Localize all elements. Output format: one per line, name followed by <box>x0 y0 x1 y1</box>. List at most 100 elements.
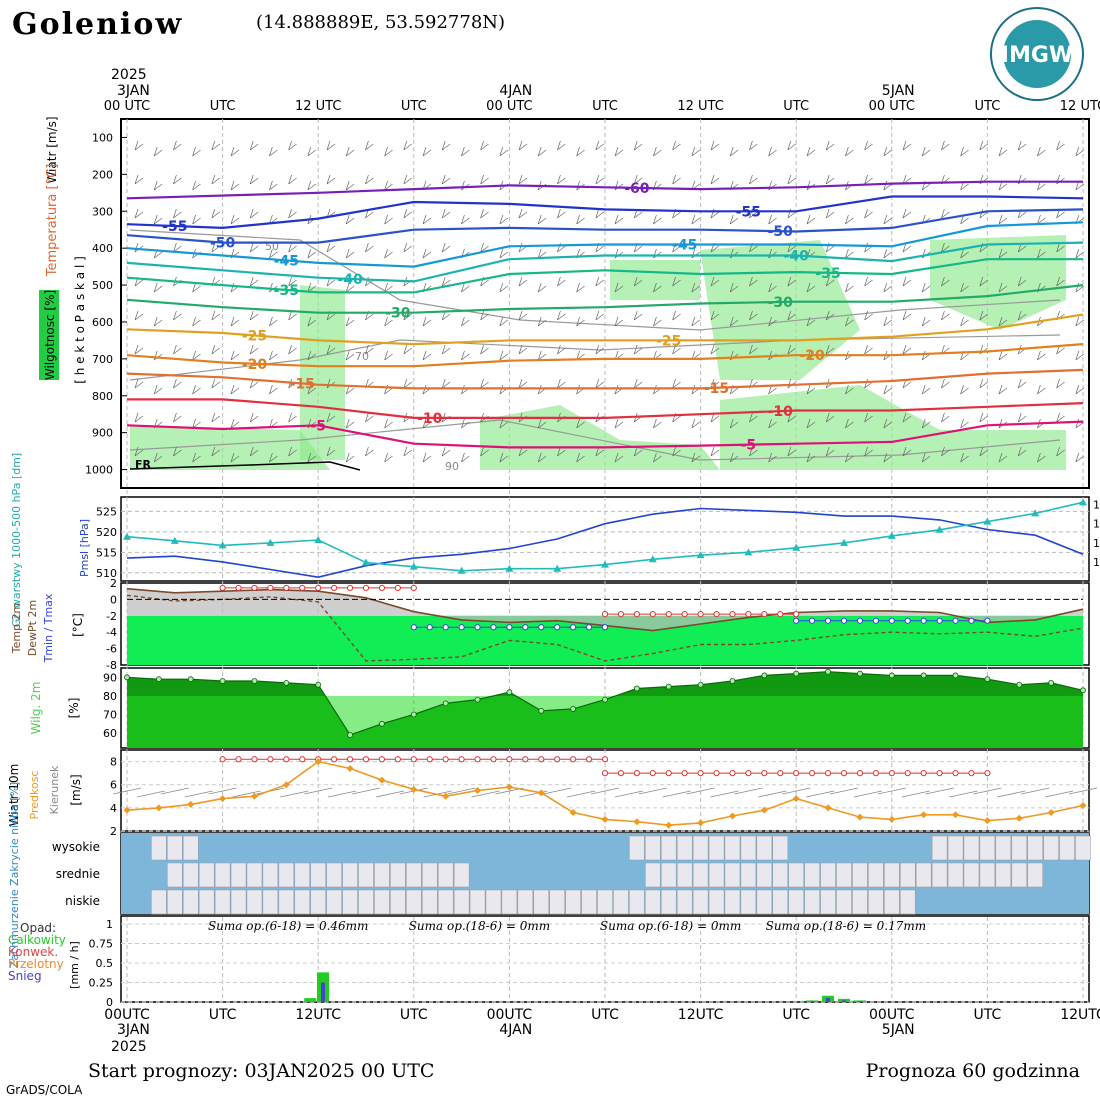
cloud-cell <box>756 835 773 861</box>
humidity-marker <box>1080 687 1086 694</box>
wind-barb <box>249 242 259 253</box>
wind-direction-barb <box>973 787 1002 795</box>
wind-barb <box>211 446 221 457</box>
time-tick-top: 12 UTC <box>1060 99 1100 114</box>
cloud-level-label: wysokie <box>52 840 100 854</box>
height-marker <box>505 564 514 572</box>
cloud-cell <box>676 835 693 861</box>
wind-barb <box>979 310 989 321</box>
wind-barb <box>192 350 201 361</box>
wind-barb <box>729 282 739 293</box>
wind-barb <box>288 208 297 219</box>
tmin2-marker <box>984 617 991 624</box>
wind-barb <box>768 282 777 293</box>
wind-barb <box>960 248 969 259</box>
wind-barb <box>806 146 816 157</box>
wind-barb <box>998 248 1008 259</box>
wind-barb <box>979 378 989 389</box>
wind-barb <box>480 208 489 219</box>
gust_high-marker <box>522 756 529 763</box>
gust_low-marker <box>984 770 991 777</box>
cloud-cell <box>1059 835 1075 861</box>
wind-barb <box>173 412 182 423</box>
wind-barb <box>134 446 144 457</box>
wind-barb <box>653 248 662 259</box>
cloud-cell <box>1027 835 1043 861</box>
wind-barb <box>326 174 336 185</box>
time-tick-top: UTC <box>210 99 236 114</box>
wind-tick: 8 <box>110 756 117 769</box>
wind-barb <box>691 316 701 327</box>
wind-barb <box>672 378 681 389</box>
fr-label: FR <box>135 458 152 471</box>
wind-barb <box>153 282 163 293</box>
gust_high-marker <box>570 756 577 763</box>
time-tick-bottom: 12UTC <box>678 1007 724 1023</box>
wind-barb <box>518 276 528 287</box>
wind-barb <box>557 344 566 355</box>
wind-barb <box>1017 412 1027 423</box>
wind-barb <box>499 214 509 225</box>
wind-barb <box>345 146 355 157</box>
wind-barb <box>864 412 873 423</box>
gust_low-marker <box>968 770 975 777</box>
wind-direction-barb <box>1045 790 1074 798</box>
wind-barb <box>326 344 336 355</box>
wind-barb <box>134 208 144 219</box>
gust_low-marker <box>665 770 672 777</box>
tmin2-marker <box>952 617 959 624</box>
height-marker <box>266 538 275 546</box>
wind-barb <box>614 452 624 463</box>
wind-barb <box>1075 384 1085 395</box>
rh-contour <box>129 229 1061 331</box>
tmin-marker <box>442 624 449 631</box>
gust_high-marker <box>378 756 386 763</box>
humidity-marker <box>570 706 577 712</box>
isotherm-label: -40 <box>784 249 810 265</box>
tmin-marker <box>506 624 513 631</box>
wind-barb <box>211 208 221 219</box>
wind-barb <box>441 276 451 287</box>
height-marker <box>362 558 370 566</box>
humidity-marker <box>697 681 704 688</box>
gust_low-marker <box>601 770 609 777</box>
wind-barb <box>864 378 873 389</box>
humidity-marker <box>410 711 417 718</box>
wind-barb <box>825 140 835 151</box>
cloud-cell <box>884 889 900 915</box>
wind-barb <box>806 452 816 463</box>
tmax2-marker <box>793 611 800 618</box>
cloud-cell <box>740 835 757 861</box>
wind-barb <box>768 452 777 463</box>
time-tick-top: 00 UTC <box>104 99 150 114</box>
wind-barb <box>1037 384 1046 395</box>
cloud-cell <box>390 889 406 915</box>
precip-sum: Suma op.(6-18) = 0mm <box>600 919 741 933</box>
humidity-area <box>480 405 720 470</box>
tmax-marker <box>267 584 274 592</box>
humidity-marker <box>124 674 130 681</box>
wind-barb <box>672 310 681 321</box>
gust_high-marker <box>362 756 370 763</box>
wind-speed-marker <box>314 758 322 766</box>
wind-barb <box>480 140 489 151</box>
pressure-tick: 500 <box>92 279 113 292</box>
wind-barb <box>192 418 201 429</box>
wind-barb <box>941 412 950 423</box>
cloud-cell <box>421 889 438 915</box>
cloud-cell <box>979 835 996 861</box>
wind-barb <box>902 446 912 457</box>
wind-barb <box>307 316 317 327</box>
cloud-cell <box>167 862 183 888</box>
isotherm-line <box>126 208 1084 244</box>
cloud-cell <box>692 862 709 888</box>
cloud-cell <box>899 889 916 915</box>
wind-barb <box>845 282 854 293</box>
wind-barb <box>326 140 336 151</box>
isotherm-label: -45 <box>672 237 697 253</box>
wind-barb <box>557 174 566 185</box>
cloud-cell <box>182 862 199 888</box>
wind-barb <box>710 140 720 151</box>
tmin2-marker <box>872 617 879 624</box>
pressure-tick: 300 <box>92 205 113 218</box>
